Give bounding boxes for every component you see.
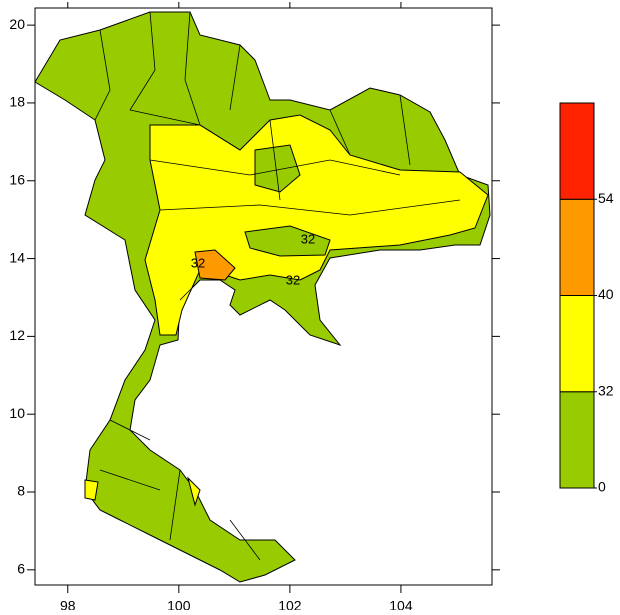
colorbar-segment <box>559 295 595 393</box>
contour-label: 32 <box>301 231 315 246</box>
colorbar: 0 32 40 54 <box>559 102 614 495</box>
plot-frame <box>34 7 493 586</box>
colorbar-segment <box>559 391 595 489</box>
map-regions: 32 32 32 <box>34 11 491 583</box>
y-tick-label: 6 <box>17 561 25 577</box>
y-tick-label: 10 <box>9 405 25 421</box>
y-tick-label: 14 <box>9 249 25 265</box>
colorbar-segment <box>559 102 595 200</box>
colorbar-segment <box>559 198 595 296</box>
x-tick-label: 102 <box>278 598 302 610</box>
map-region <box>187 476 201 507</box>
x-tick-label: 100 <box>167 598 191 610</box>
y-tick-label: 16 <box>9 171 25 187</box>
colorbar-label: 0 <box>598 479 606 495</box>
y-tick-label: 12 <box>9 327 25 343</box>
map-region <box>84 479 99 501</box>
contour-label: 32 <box>286 272 300 287</box>
colorbar-label: 54 <box>598 190 614 206</box>
map-region <box>144 114 489 336</box>
y-tick-label: 20 <box>9 16 25 32</box>
province-lines <box>94 11 461 561</box>
y-tick-label: 18 <box>9 94 25 110</box>
y-tick-label: 8 <box>17 483 25 499</box>
colorbar-label: 40 <box>598 286 614 302</box>
map-region <box>244 225 331 257</box>
map-region <box>194 249 236 281</box>
x-tick-label: 98 <box>60 598 76 610</box>
province-borders <box>94 11 461 561</box>
x-tick-label: 104 <box>389 598 413 610</box>
contour-label: 32 <box>191 255 205 270</box>
colorbar-label: 32 <box>598 382 614 398</box>
map-region <box>254 144 301 193</box>
